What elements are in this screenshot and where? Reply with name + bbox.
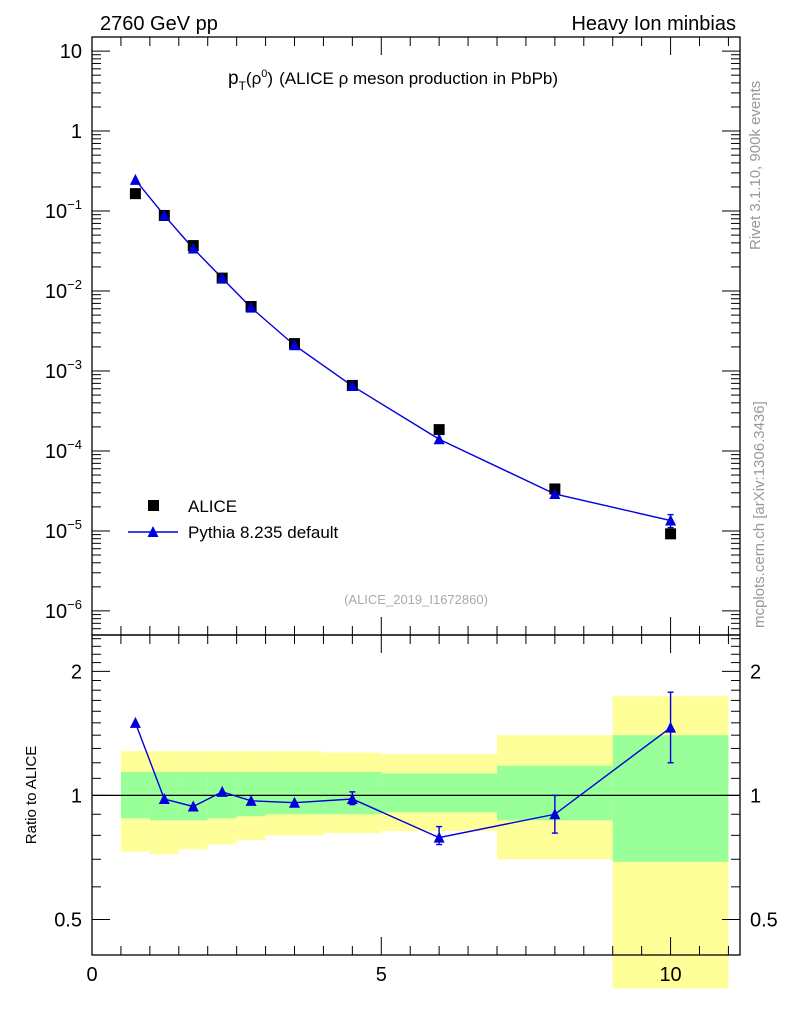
ratio-point xyxy=(187,800,199,812)
plot-title-arg: (ρ xyxy=(246,69,261,88)
ratio-y-tick-label-right: 0.5 xyxy=(750,909,778,931)
header-left-label: 2760 GeV pp xyxy=(100,13,218,35)
pythia-point xyxy=(129,173,141,185)
alice-point xyxy=(665,528,677,540)
main-y-tick-label: 10−6 xyxy=(45,597,82,623)
ratio-y-tick-label: 0.5 xyxy=(54,909,82,931)
ratio-y-tick-label: 2 xyxy=(71,661,82,683)
analysis-id-label: (ALICE_2019_I1672860) xyxy=(344,592,488,607)
ratio-point xyxy=(346,793,358,805)
pythia-point xyxy=(216,272,228,284)
pythia-point xyxy=(665,514,677,526)
ratio-point xyxy=(289,796,300,808)
plot-title-close: ) xyxy=(267,69,273,88)
ratio-band-inner xyxy=(178,771,208,821)
ratio-marks xyxy=(129,691,677,846)
ratio-point xyxy=(549,808,561,820)
pythia-point xyxy=(245,301,257,313)
legend-alice-marker xyxy=(148,500,159,511)
main-y-tick-label: 10−3 xyxy=(45,357,82,383)
ratio-y-tick-label-right: 2 xyxy=(750,661,761,683)
header-right-label: Heavy Ion minbias xyxy=(571,13,736,35)
plot-title-sub: T xyxy=(239,79,247,93)
pythia-point xyxy=(346,379,358,391)
ratio-y-tick-label-right: 1 xyxy=(750,785,761,807)
main-frame xyxy=(91,36,741,636)
ratio-band-inner xyxy=(265,771,324,815)
alice-point xyxy=(129,188,141,200)
main-y-tick-label: 10−1 xyxy=(45,197,82,223)
ratio-band-inner xyxy=(236,771,266,817)
plot-title-p: p xyxy=(228,68,239,89)
main-y-tick-label: 10−4 xyxy=(45,437,82,463)
plot-title-description: (ALICE ρ meson production in PbPb) xyxy=(279,69,558,88)
pythia-point xyxy=(433,433,445,445)
pythia-line xyxy=(134,179,671,522)
legend-pythia-marker xyxy=(147,526,159,537)
ratio-point xyxy=(665,721,677,733)
main-legend: ALICE Pythia 8.235 default xyxy=(128,497,339,542)
mcplots-label: mcplots.cern.ch [arXiv:1306.3436] xyxy=(751,401,768,628)
legend-pythia-label: Pythia 8.235 default xyxy=(188,523,339,542)
main-y-tick-label: 10−5 xyxy=(45,517,82,543)
main-axes: 10 1 10−1 10−2 10−3 10−4 10−5 10−6 xyxy=(45,36,741,636)
pythia-point xyxy=(289,339,300,351)
ratio-y-tick-label: 1 xyxy=(71,785,82,807)
pythia-point xyxy=(158,209,170,221)
legend-alice-label: ALICE xyxy=(188,497,237,516)
ratio-bands xyxy=(92,696,740,989)
ratio-x-tick-label: 5 xyxy=(376,964,387,986)
rivet-label: Rivet 3.1.10, 900k events xyxy=(747,81,764,250)
plot-title: pT(ρ0) (ALICE ρ meson production in PbPb) xyxy=(228,68,558,93)
ratio-point xyxy=(433,831,445,843)
alice-point xyxy=(433,424,445,436)
ratio-line xyxy=(134,722,671,839)
main-marks xyxy=(129,173,677,540)
main-panel: 10 1 10−1 10−2 10−3 10−4 10−5 10−6 ALICE Pythia… xyxy=(45,36,741,636)
ratio-point xyxy=(129,716,141,728)
plot-title-sup: 0 xyxy=(261,68,267,80)
main-y-tick-label: 1 xyxy=(71,121,82,143)
ratio-panel: 0.5 0.5 1 1 2 2 0 5 10 xyxy=(54,634,778,989)
ratio-point xyxy=(245,794,257,806)
main-y-tick-label: 10−2 xyxy=(45,277,82,303)
pythia-point xyxy=(549,487,561,499)
main-y-tick-label: 10 xyxy=(60,41,82,63)
pythia-point xyxy=(187,242,199,254)
ratio-x-tick-label: 0 xyxy=(86,964,97,986)
ratio-point xyxy=(158,793,170,805)
ratio-point xyxy=(216,785,228,797)
ratio-x-tick-label: 10 xyxy=(659,964,681,986)
ratio-axes: 0.5 0.5 1 1 2 2 0 5 10 xyxy=(54,634,778,986)
ratio-band-inner xyxy=(381,773,497,813)
ratio-y-label: Ratio to ALICE xyxy=(23,746,40,844)
